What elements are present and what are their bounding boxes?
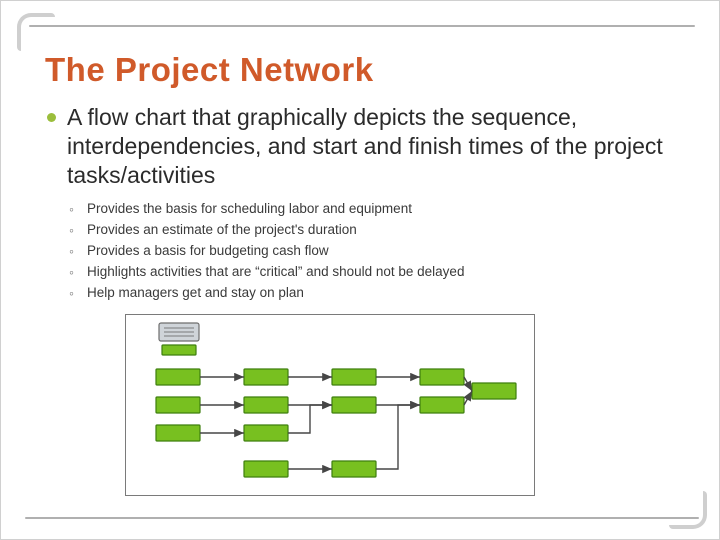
main-list: A flow chart that graphically depicts th…: [45, 103, 683, 304]
network-diagram: [125, 314, 535, 496]
corner-bottom-right: [669, 491, 707, 529]
bottom-rule: [25, 517, 699, 519]
diagram-svg: [126, 315, 536, 497]
sub-point: Provides an estimate of the project's du…: [67, 220, 683, 241]
slide: The Project Network A flow chart that gr…: [0, 0, 720, 540]
main-point: A flow chart that graphically depicts th…: [45, 103, 683, 304]
corner-top-left: [17, 13, 55, 51]
sub-point: Provides a basis for budgeting cash flow: [67, 241, 683, 262]
sub-point: Highlights activities that are “critical…: [67, 262, 683, 283]
sub-point: Help managers get and stay on plan: [67, 283, 683, 304]
slide-title: The Project Network: [45, 51, 683, 89]
main-point-text: A flow chart that graphically depicts th…: [67, 104, 663, 188]
top-rule: [29, 25, 695, 27]
sub-list: Provides the basis for scheduling labor …: [67, 199, 683, 304]
sub-point: Provides the basis for scheduling labor …: [67, 199, 683, 220]
